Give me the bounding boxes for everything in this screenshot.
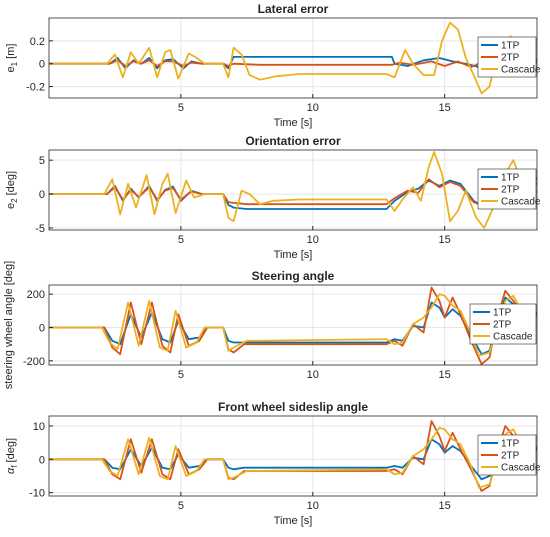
series-line-2tp bbox=[49, 286, 537, 365]
y-tick-label: 5 bbox=[39, 155, 45, 167]
y-tick-label: 200 bbox=[27, 289, 45, 301]
y-tick-label: -5 bbox=[35, 223, 45, 235]
legend-label-cascade: Cascade bbox=[493, 332, 533, 343]
y-axis-label: e2 [deg] bbox=[5, 171, 19, 209]
legend-label-2tp: 2TP bbox=[493, 320, 512, 331]
x-axis-label: Time [s] bbox=[274, 249, 313, 261]
x-tick-label: 10 bbox=[307, 234, 319, 246]
x-tick-label: 10 bbox=[307, 500, 319, 512]
y-tick-label: 0 bbox=[39, 454, 45, 466]
x-tick-label: 5 bbox=[178, 234, 184, 246]
x-axis-label: Time [s] bbox=[274, 117, 313, 129]
y-tick-label: 10 bbox=[33, 421, 45, 433]
y-tick-label: 0 bbox=[39, 323, 45, 335]
axes-box bbox=[48, 149, 538, 231]
legend-label-2tp: 2TP bbox=[501, 185, 520, 196]
y-axis-label: αf [deg] bbox=[5, 438, 19, 474]
chart-title: Steering angle bbox=[252, 269, 335, 283]
x-tick-label: 15 bbox=[439, 500, 451, 512]
x-tick-label: 15 bbox=[439, 102, 451, 114]
legend-label-2tp: 2TP bbox=[501, 451, 520, 462]
plot-area bbox=[49, 18, 537, 98]
y-tick-label: 0 bbox=[39, 189, 45, 201]
x-tick-label: 15 bbox=[439, 234, 451, 246]
series-line-1tp bbox=[49, 296, 537, 356]
legend-label-cascade: Cascade bbox=[501, 463, 541, 474]
legend-label-2tp: 2TP bbox=[501, 53, 520, 64]
plot-area bbox=[49, 285, 537, 365]
y-tick-label: -0.2 bbox=[26, 82, 45, 94]
series-line-2tp bbox=[49, 420, 537, 492]
chart-panel-2: 5 10 15 -5 0 5 Orientation error Time [s] e2 [de… bbox=[5, 134, 541, 261]
y-tick-label: -10 bbox=[29, 488, 45, 500]
x-tick-label: 10 bbox=[307, 369, 319, 381]
x-tick-label: 5 bbox=[178, 102, 184, 114]
y-tick-label: 0 bbox=[39, 59, 45, 71]
chart-panel-1: 5 10 15 -0.2 0 0.2 Lateral error Time [s] e1 [m]… bbox=[5, 2, 541, 129]
y-axis-label: steering wheel angle [deg] bbox=[3, 261, 15, 389]
x-tick-label: 15 bbox=[439, 369, 451, 381]
y-tick-label: 0.2 bbox=[30, 36, 45, 48]
chart-title: Front wheel sideslip angle bbox=[218, 400, 368, 414]
x-tick-label: 5 bbox=[178, 369, 184, 381]
series-line-1tp bbox=[49, 436, 537, 481]
chart-panel-4: 5 10 15 -10 0 10 Front wheel sideslip angle Tim… bbox=[5, 400, 541, 527]
legend-label-1tp: 1TP bbox=[501, 173, 520, 184]
chart-title: Orientation error bbox=[245, 134, 341, 148]
legend-label-cascade: Cascade bbox=[501, 65, 541, 76]
x-axis-label: Time [s] bbox=[274, 515, 313, 527]
plot-area bbox=[49, 416, 537, 496]
legend-label-1tp: 1TP bbox=[501, 439, 520, 450]
x-tick-label: 10 bbox=[307, 102, 319, 114]
y-tick-label: -200 bbox=[23, 356, 45, 368]
chart-title: Lateral error bbox=[258, 2, 329, 16]
axes-box bbox=[48, 17, 538, 99]
x-tick-label: 5 bbox=[178, 500, 184, 512]
axes-box bbox=[48, 284, 538, 366]
legend-label-cascade: Cascade bbox=[501, 197, 541, 208]
series-line-cascade bbox=[49, 293, 537, 357]
y-axis-label: e1 [m] bbox=[5, 44, 19, 73]
legend-label-1tp: 1TP bbox=[493, 308, 512, 319]
axes-box bbox=[48, 415, 538, 497]
series-line-cascade bbox=[49, 151, 537, 229]
series-line-cascade bbox=[49, 21, 537, 95]
series-line-cascade bbox=[49, 426, 537, 489]
legend-label-1tp: 1TP bbox=[501, 41, 520, 52]
chart-panel-3: 5 10 15 -200 0 200 Steering angle steering whee… bbox=[3, 261, 538, 389]
